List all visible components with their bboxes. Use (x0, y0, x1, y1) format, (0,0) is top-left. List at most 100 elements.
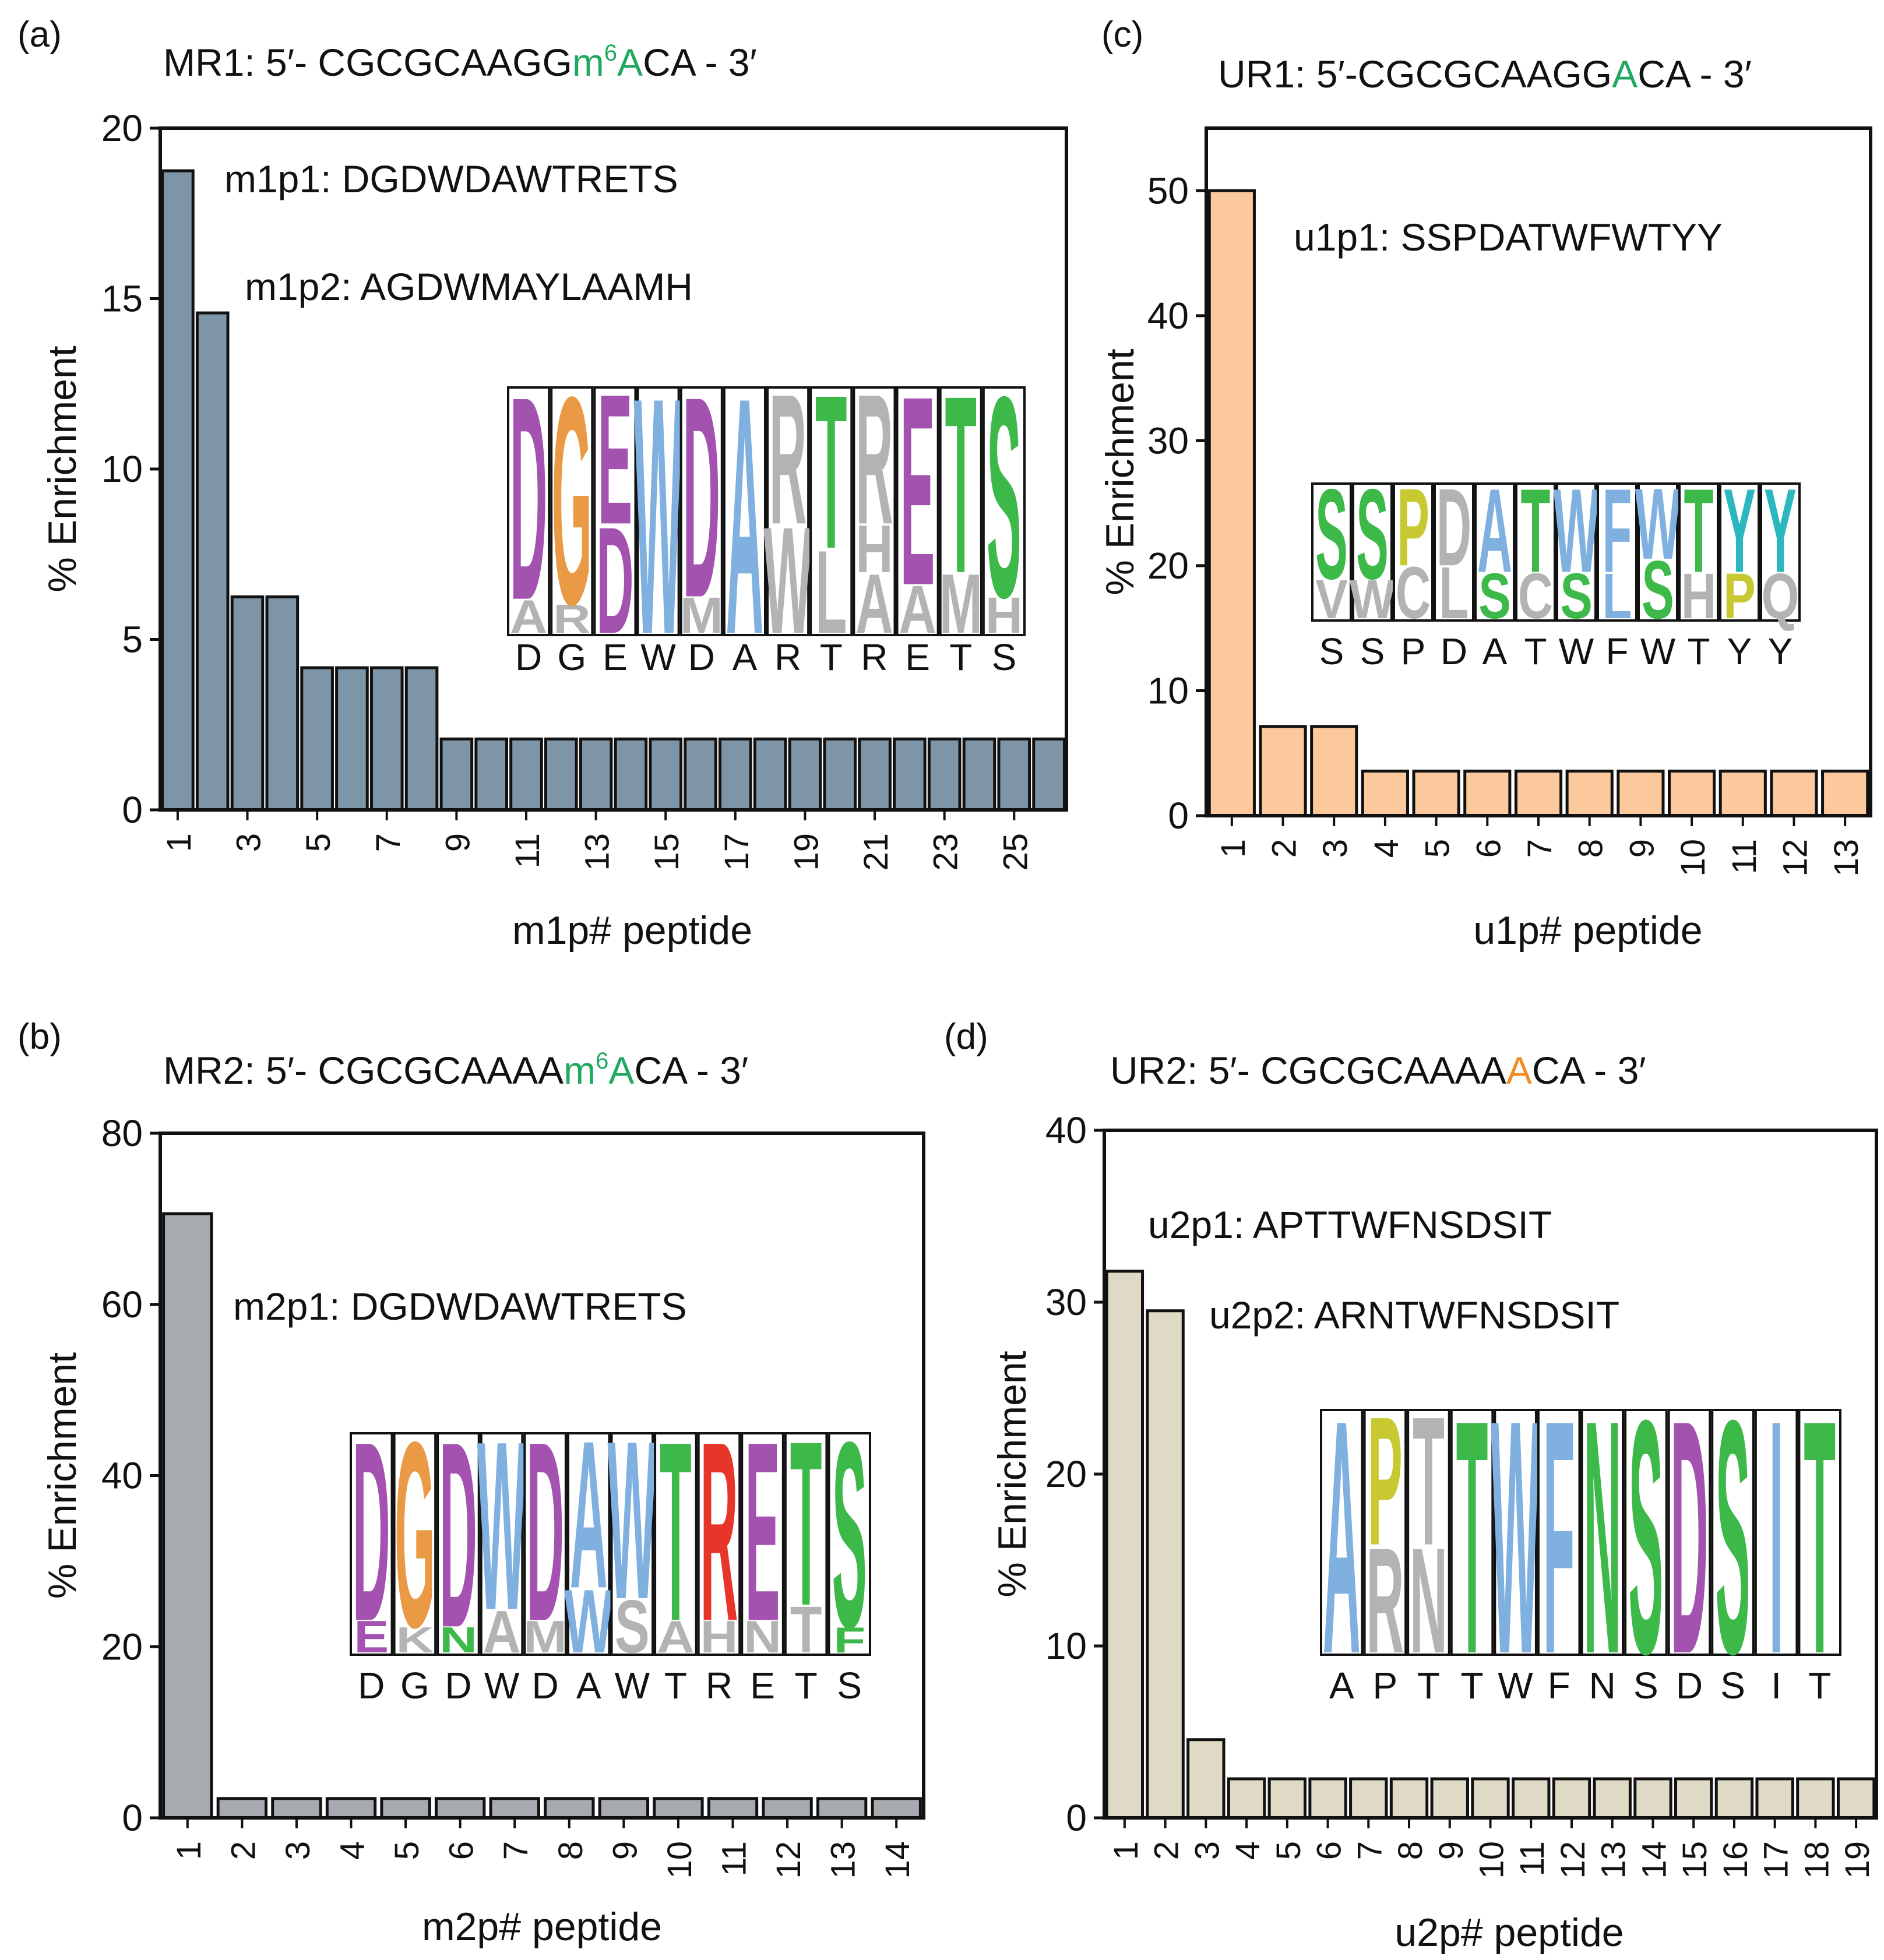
logo-letter: A (899, 572, 936, 647)
x-tick-label: 11 (1513, 1841, 1551, 1876)
bar (858, 737, 892, 812)
logo-consensus-letter: T (1460, 1665, 1483, 1707)
logo-column-frame (1754, 1409, 1798, 1656)
title-part: CA - 3′ (1638, 52, 1752, 96)
x-tick-label: 7 (1521, 839, 1559, 858)
logo-consensus-letter: G (557, 636, 586, 678)
logo-consensus-letter: P (1401, 630, 1426, 672)
panel-title: MR2: 5′- CGCGCAAAAm6ACA - 3′ (163, 1048, 748, 1092)
logo-consensus-letter: E (750, 1665, 775, 1707)
bar (1259, 725, 1307, 817)
logo-column-frame (1798, 1409, 1842, 1656)
x-tick-label: 5 (1419, 839, 1457, 858)
bar (439, 737, 474, 812)
logo-letter: A (726, 327, 763, 704)
panel-label: (c) (1101, 15, 1143, 55)
y-tick-label: 0 (122, 1797, 143, 1839)
y-tick-label: 20 (1045, 1453, 1087, 1495)
bar (1770, 769, 1818, 817)
bar (1719, 769, 1767, 817)
logo-letter: P (1397, 466, 1429, 588)
logo-consensus-letter: F (1605, 630, 1628, 672)
bar (230, 595, 265, 812)
logo-letter: A (657, 1612, 695, 1662)
panel-title: MR1: 5′- CGCGCAAGGm6ACA - 3′ (163, 40, 757, 84)
logo-letter: R (769, 355, 807, 563)
logo-letter: Y (1723, 464, 1756, 598)
logo-column-frame (480, 1432, 524, 1656)
x-tick-label: 13 (825, 1841, 862, 1879)
y-tick-label: 10 (1045, 1625, 1087, 1667)
bar (653, 1797, 704, 1820)
x-tick-label: 5 (1270, 1841, 1308, 1860)
logo-consensus-letter: D (688, 636, 715, 678)
logo-column-frame (1352, 482, 1393, 622)
bar (325, 1797, 377, 1820)
logo-consensus-letter: A (1329, 1665, 1354, 1707)
bar (1796, 1777, 1835, 1820)
logo-letter: T (1684, 464, 1714, 598)
title-part: A (1612, 52, 1638, 96)
bar (1032, 737, 1066, 812)
logo-letter: L (1603, 560, 1632, 632)
logo-letter: A (510, 591, 547, 643)
logo-letter: F (833, 1620, 865, 1661)
logo-consensus-letter: R (861, 636, 888, 678)
logo-column-frame (1760, 482, 1801, 622)
panel-label: (a) (17, 15, 62, 55)
logo-column-frame (723, 386, 767, 636)
logo-consensus-letter: S (1633, 1665, 1658, 1707)
y-tick-label: 0 (1168, 795, 1189, 837)
logo-column-frame (939, 386, 983, 636)
x-tick-label: 11 (1725, 839, 1763, 874)
logo-column-frame (1434, 482, 1474, 622)
logo-consensus-letter: T (664, 1665, 687, 1707)
logo-letter: R (855, 355, 893, 563)
x-axis-label: m1p# peptide (512, 908, 752, 953)
x-tick-label: 2 (1266, 839, 1304, 858)
logo-column-frame (1363, 1409, 1407, 1656)
logo-column-frame (1320, 1409, 1364, 1656)
bar (893, 737, 927, 812)
bar (271, 1797, 322, 1820)
x-tick-label: 3 (1188, 1841, 1226, 1860)
y-tick-label: 20 (101, 107, 143, 149)
logo-column-frame (636, 386, 680, 636)
x-tick-label: 4 (1368, 839, 1406, 858)
y-tick-label: 5 (122, 619, 143, 661)
x-axis-label: u1p# peptide (1473, 908, 1702, 953)
bar (684, 737, 717, 812)
bar (1207, 189, 1256, 817)
logo-column-frame (1474, 482, 1515, 622)
logo-letter: M (680, 587, 723, 644)
x-tick-label: 14 (879, 1841, 917, 1879)
x-tick-label: 6 (443, 1841, 481, 1860)
logo-letter: T (1804, 1351, 1836, 1723)
logo-consensus-letter: D (445, 1665, 471, 1707)
x-tick-label: 2 (224, 1841, 262, 1860)
title-part: A (1506, 1049, 1532, 1092)
y-tick-label: 0 (122, 789, 143, 831)
x-tick-label: 10 (1473, 1841, 1511, 1879)
logo-consensus-letter: S (837, 1665, 862, 1707)
bar (1349, 1777, 1388, 1820)
bar (1105, 1270, 1145, 1820)
bar (544, 1797, 595, 1820)
bar (649, 737, 683, 812)
x-tick-label: 6 (1311, 1841, 1348, 1860)
chart-panel-a: (a)MR1: 5′- CGCGCAAGGm6ACA - 3′1 3 5 7 9 11 13… (17, 15, 1068, 953)
logo-letter: R (553, 596, 590, 641)
logo-letter: D (683, 337, 720, 657)
bar (1430, 1777, 1469, 1820)
logo-consensus-letter: E (905, 636, 930, 678)
panel-label: (b) (17, 1017, 62, 1057)
logo-letter: H (700, 1612, 738, 1662)
x-tick-label: 4 (1229, 1841, 1267, 1860)
panel-label: (d) (944, 1017, 988, 1057)
bar (962, 737, 996, 812)
y-axis-label: % Enrichment (40, 1352, 84, 1599)
plot-frame (1205, 126, 1872, 817)
x-tick-label: 8 (1392, 1841, 1429, 1860)
logo-consensus-letter: R (774, 636, 801, 678)
logo-column-frame (566, 1432, 611, 1656)
